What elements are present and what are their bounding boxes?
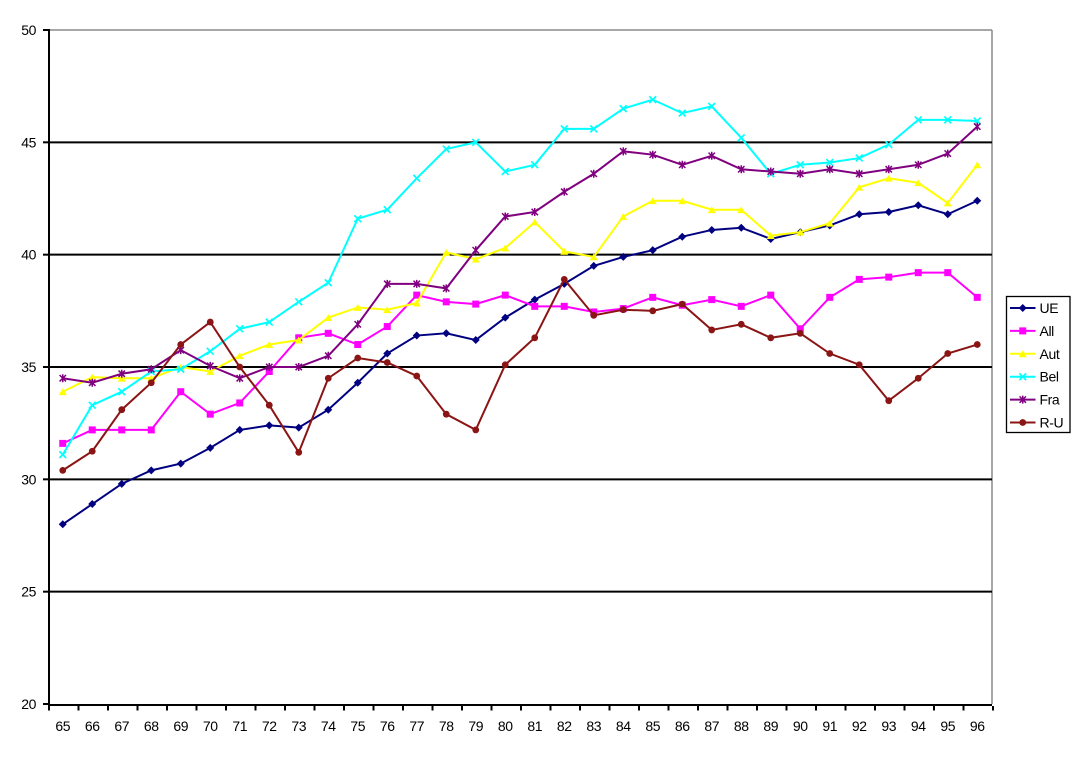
svg-text:25: 25 (21, 584, 36, 600)
svg-text:Bel: Bel (1040, 369, 1059, 385)
svg-text:83: 83 (586, 718, 601, 734)
svg-text:85: 85 (645, 718, 660, 734)
svg-text:UE: UE (1040, 300, 1059, 316)
svg-text:89: 89 (763, 718, 778, 734)
svg-text:Fra: Fra (1040, 392, 1060, 408)
svg-text:91: 91 (822, 718, 837, 734)
svg-text:94: 94 (911, 718, 926, 734)
svg-text:35: 35 (21, 359, 36, 375)
svg-text:72: 72 (262, 718, 277, 734)
svg-text:R-U: R-U (1040, 415, 1064, 431)
svg-text:65: 65 (55, 718, 70, 734)
svg-text:77: 77 (409, 718, 424, 734)
svg-text:81: 81 (527, 718, 542, 734)
svg-text:30: 30 (21, 471, 36, 487)
svg-text:82: 82 (557, 718, 572, 734)
svg-text:90: 90 (793, 718, 808, 734)
svg-text:45: 45 (21, 134, 36, 150)
svg-text:96: 96 (970, 718, 985, 734)
svg-text:Aut: Aut (1040, 346, 1060, 362)
svg-text:78: 78 (439, 718, 454, 734)
svg-text:93: 93 (881, 718, 896, 734)
svg-text:95: 95 (940, 718, 955, 734)
svg-text:92: 92 (852, 718, 867, 734)
svg-text:75: 75 (350, 718, 365, 734)
svg-text:69: 69 (173, 718, 188, 734)
svg-text:76: 76 (380, 718, 395, 734)
svg-text:70: 70 (203, 718, 218, 734)
svg-text:88: 88 (734, 718, 749, 734)
svg-text:74: 74 (321, 718, 336, 734)
svg-text:66: 66 (85, 718, 100, 734)
svg-text:50: 50 (21, 22, 36, 38)
svg-text:73: 73 (291, 718, 306, 734)
svg-text:87: 87 (704, 718, 719, 734)
svg-text:67: 67 (114, 718, 129, 734)
svg-text:80: 80 (498, 718, 513, 734)
svg-text:20: 20 (21, 696, 36, 712)
svg-text:71: 71 (232, 718, 247, 734)
svg-text:40: 40 (21, 247, 36, 263)
svg-text:All: All (1040, 323, 1055, 339)
svg-text:68: 68 (144, 718, 159, 734)
svg-text:79: 79 (468, 718, 483, 734)
svg-text:84: 84 (616, 718, 631, 734)
svg-text:86: 86 (675, 718, 690, 734)
